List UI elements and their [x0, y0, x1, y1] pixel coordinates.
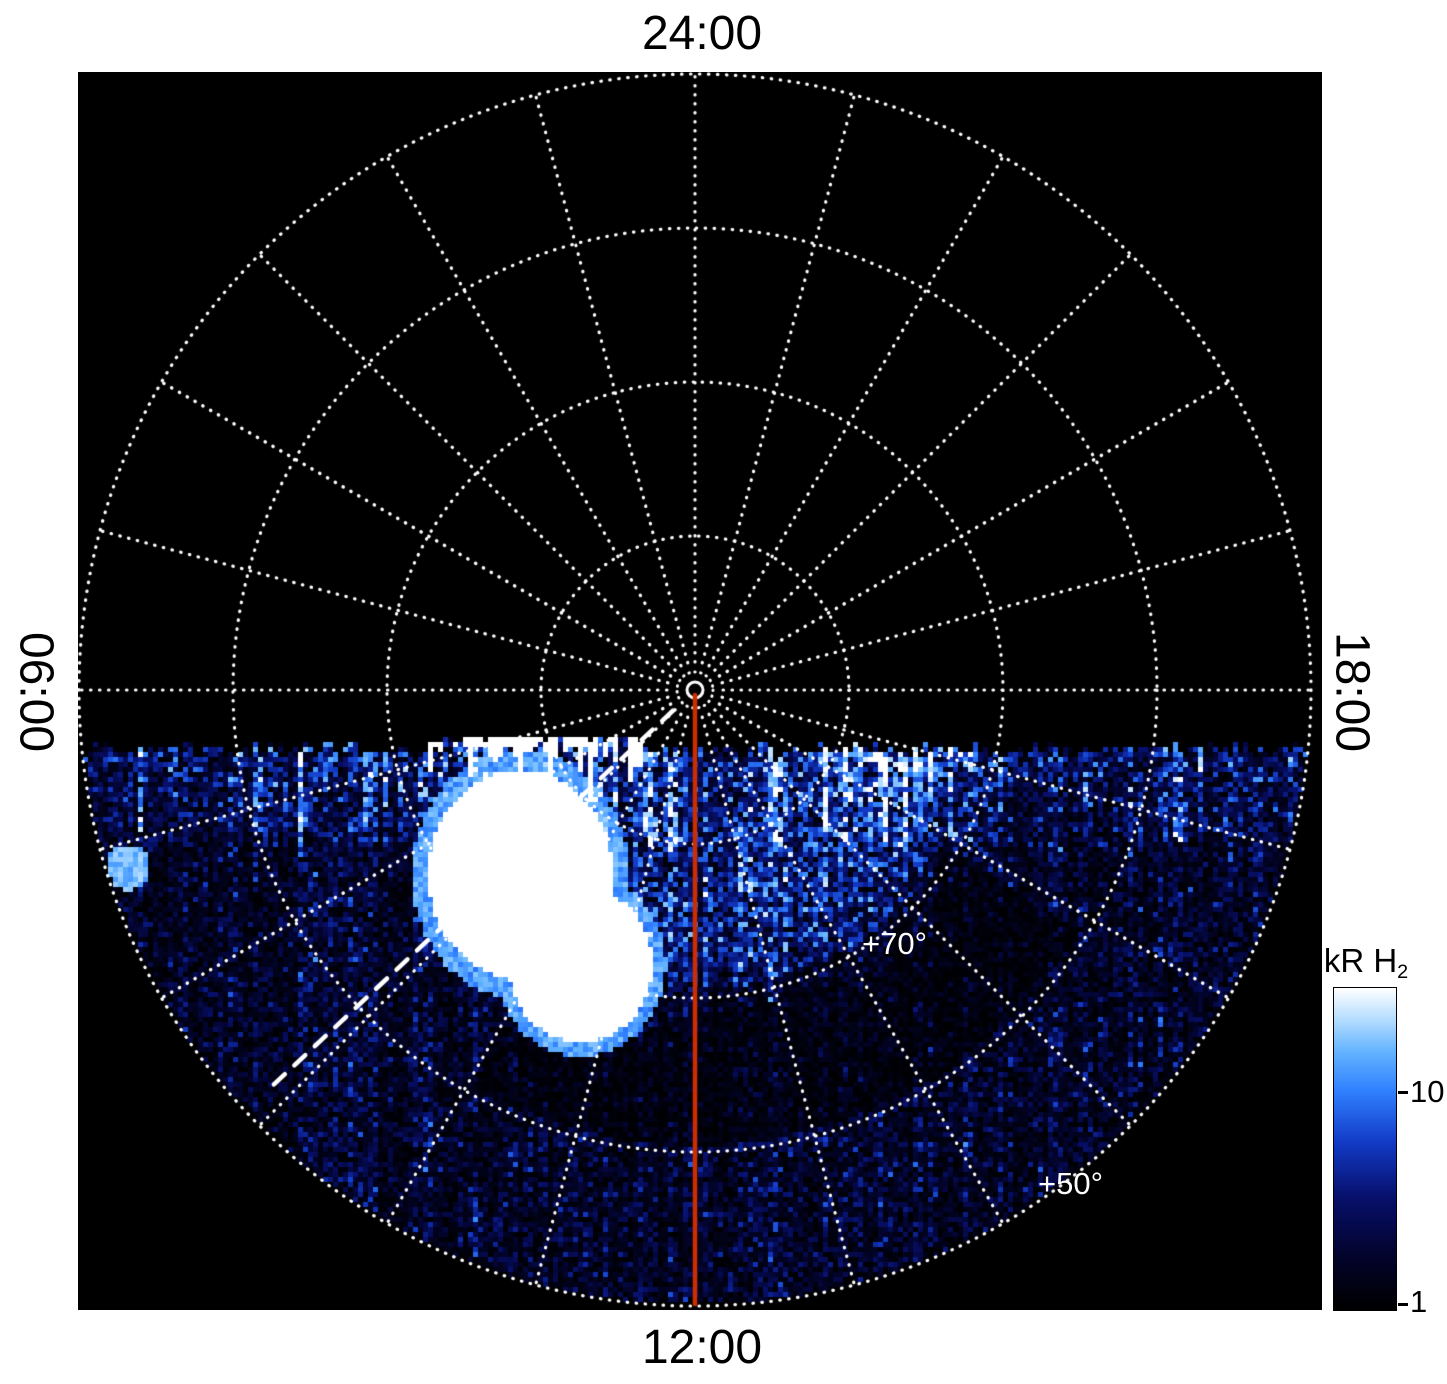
local-time-label-18: 18:00 [1325, 631, 1379, 753]
latitude-label-70: +70° [862, 926, 927, 961]
local-time-label-06: 06:00 [9, 631, 63, 753]
colorbar-tick-label-1: 1 [1410, 1284, 1428, 1319]
colorbar-title-subscript: 2 [1397, 960, 1409, 983]
latitude-label-50: +50° [1038, 1166, 1103, 1201]
polar-heatmap-canvas [78, 72, 1322, 1310]
colorbar-tick-label-10: 10 [1410, 1074, 1445, 1109]
colorbar-title: kR H2 [1324, 942, 1408, 984]
colorbar-canvas [1333, 987, 1397, 1311]
colorbar-title-text: kR H [1323, 942, 1398, 979]
colorbar-tick-mark-10 [1398, 1091, 1408, 1094]
colorbar-tick-mark-1 [1398, 1303, 1408, 1306]
local-time-label-24: 24:00 [641, 7, 763, 60]
local-time-label-12: 12:00 [641, 1321, 763, 1374]
